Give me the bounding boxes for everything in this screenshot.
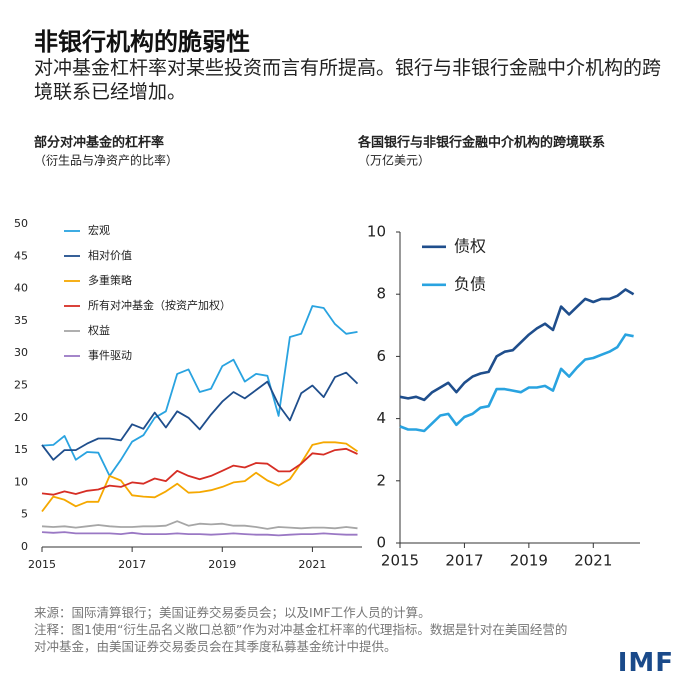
y-tick-label: 30 xyxy=(14,346,28,359)
footnotes: 来源：国际清算银行；美国证券交易委员会；以及IMF工作人员的计算。 注释：图1使… xyxy=(34,604,574,655)
series-line xyxy=(41,531,358,537)
x-tick-label: 2021 xyxy=(298,558,326,571)
y-tick-label: 10 xyxy=(367,223,386,241)
legend-label: 宏观 xyxy=(88,223,110,237)
x-tick-label: 2017 xyxy=(118,558,146,571)
x-tick-label: 2019 xyxy=(208,558,236,571)
y-tick-label: 40 xyxy=(14,282,28,295)
chart-subtitle: （衍生品与净资产的比率） xyxy=(34,153,178,168)
y-tick-label: 6 xyxy=(376,347,386,365)
y-tick-label: 50 xyxy=(14,217,28,230)
logo: IMF xyxy=(617,648,674,678)
page-subtitle: 对冲基金杠杆率对某些投资而言有所提高。银行与非银行金融中介机构的跨境联系已经增加… xyxy=(34,57,662,103)
legend-label: 相对价值 xyxy=(88,248,132,262)
series-line xyxy=(41,441,359,513)
legend-label: 权益 xyxy=(88,323,110,337)
y-tick-label: 2 xyxy=(376,471,386,489)
y-tick-label: 0 xyxy=(21,540,28,553)
chart-subtitle: （万亿美元） xyxy=(358,153,430,168)
series-line xyxy=(41,520,358,530)
chart-title: 各国银行与非银行金融中介机构的跨境联系 xyxy=(357,135,605,151)
y-tick-label: 8 xyxy=(376,285,386,303)
y-tick-label: 0 xyxy=(376,534,386,552)
y-tick-label: 15 xyxy=(14,443,28,456)
x-tick-label: 2015 xyxy=(28,558,56,571)
x-tick-label: 2017 xyxy=(445,552,483,570)
chart-title: 部分对冲基金的杠杆率 xyxy=(34,135,164,151)
legend-label: 债权 xyxy=(454,236,486,255)
legend-label: 事件驱动 xyxy=(88,349,132,362)
series-line xyxy=(41,447,358,496)
note: 注释：图1使用“衍生品名义敞口总额”作为对冲基金杠杆率的代理指标。数据是针对在美… xyxy=(34,622,568,654)
y-tick-label: 10 xyxy=(14,475,28,488)
y-tick-label: 5 xyxy=(21,508,28,521)
series-line xyxy=(399,333,634,433)
legend-label: 所有对冲基金（按资产加权） xyxy=(88,298,231,312)
series-line xyxy=(399,288,635,402)
y-tick-label: 20 xyxy=(14,411,28,424)
legend-label: 负债 xyxy=(454,274,486,293)
y-tick-label: 35 xyxy=(14,314,28,327)
y-tick-label: 4 xyxy=(376,409,386,427)
y-tick-label: 45 xyxy=(14,249,28,262)
source-note: 来源：国际清算银行；美国证券交易委员会；以及IMF工作人员的计算。 xyxy=(34,605,431,620)
legend-label: 多重策略 xyxy=(88,273,132,287)
charts: 部分对冲基金的杠杆率（衍生品与净资产的比率）051015202530354045… xyxy=(14,135,640,571)
x-tick-label: 2021 xyxy=(574,552,612,570)
y-tick-label: 25 xyxy=(14,379,28,392)
page-title: 非银行机构的脆弱性 xyxy=(34,28,250,56)
series-line xyxy=(41,371,359,461)
x-tick-label: 2019 xyxy=(510,552,548,570)
x-tick-label: 2015 xyxy=(381,552,419,570)
series-line xyxy=(41,305,358,477)
